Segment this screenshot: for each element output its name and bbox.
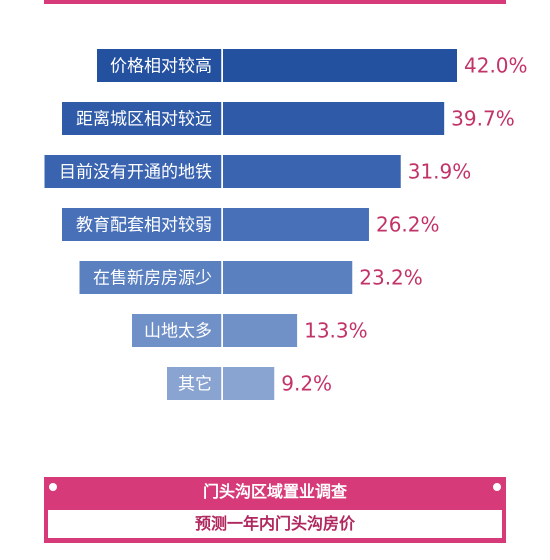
footer-subtitle: 预测一年内门头沟房价	[48, 510, 502, 538]
bar	[223, 155, 401, 188]
value-label: 31.9%	[408, 160, 472, 184]
category-label-box	[132, 314, 222, 347]
category-label: 其它	[178, 375, 212, 395]
top-banner	[44, 0, 506, 4]
category-label-box	[62, 102, 222, 135]
footer-title: 门头沟区域置业调查	[202, 482, 347, 501]
value-label: 26.2%	[376, 213, 440, 237]
bar	[223, 49, 457, 82]
value-label: 13.3%	[304, 319, 368, 343]
category-label: 距离城区相对较远	[76, 110, 212, 130]
category-label: 在售新房房源少	[93, 269, 212, 289]
category-label: 教育配套相对较弱	[76, 216, 212, 236]
category-label: 价格相对较高	[110, 57, 212, 77]
value-label: 39.7%	[451, 107, 515, 131]
category-label-box	[62, 208, 222, 241]
value-label: 9.2%	[281, 372, 332, 396]
footer-dot-left	[49, 483, 57, 491]
bar	[223, 367, 275, 400]
category-label-box	[97, 49, 222, 82]
category-label-box	[167, 367, 222, 400]
bar	[223, 102, 445, 135]
value-label: 23.2%	[359, 266, 423, 290]
footer-dot-right	[493, 483, 501, 491]
bar	[223, 314, 298, 347]
category-label: 山地太多	[144, 322, 212, 342]
value-label: 42.0%	[464, 54, 528, 78]
category-label: 目前没有开通的地铁	[59, 163, 212, 183]
category-label-box	[44, 155, 222, 188]
category-label-box	[79, 261, 222, 294]
bar-chart: 价格相对较高 42.0% 距离城区相对较远 39.7% 目前没有开通的地铁 31.9% 教育…	[44, 49, 528, 400]
survey-footer: 门头沟区域置业调查 预测一年内门头沟房价	[44, 477, 506, 543]
bar	[223, 208, 369, 241]
bar	[223, 261, 353, 294]
